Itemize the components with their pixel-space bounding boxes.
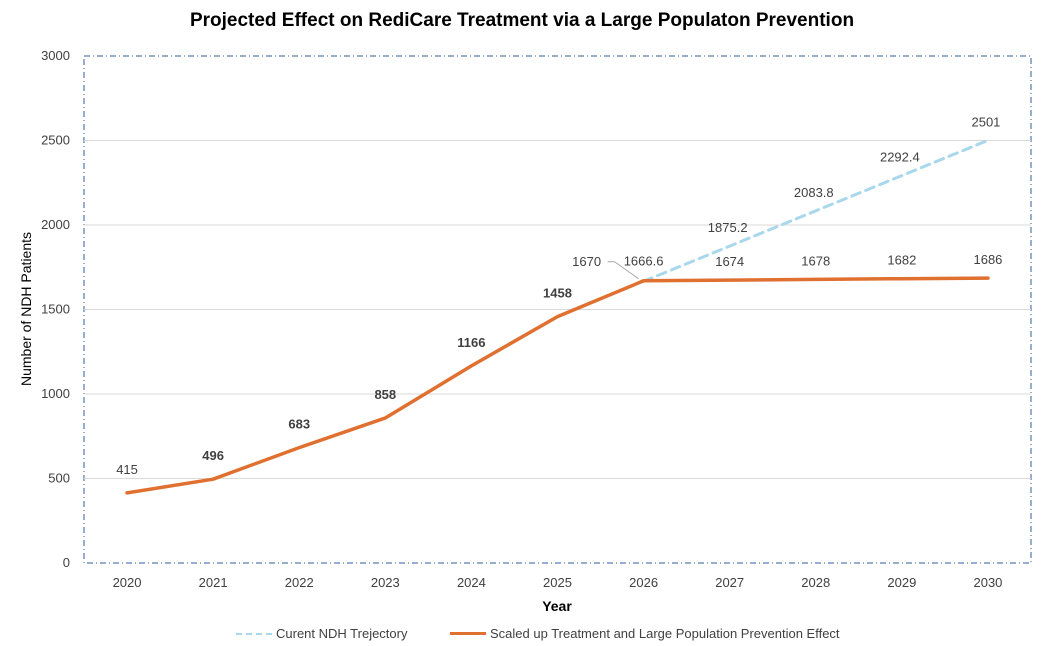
y-axis-title: Number of NDH Patients (18, 232, 34, 386)
data-label: 683 (288, 417, 310, 432)
x-tick-label: 2020 (113, 575, 142, 590)
x-tick-label: 2021 (199, 575, 228, 590)
x-tick-label: 2026 (629, 575, 658, 590)
y-tick-label: 500 (48, 471, 70, 486)
x-axis-ticks: 2020 2021 2022 2023 2024 2025 2026 2027 2028 2029… (113, 575, 1003, 590)
data-label: 1166 (457, 335, 485, 350)
leader-line (607, 261, 639, 280)
x-tick-label: 2023 (371, 575, 400, 590)
y-tick-label: 1500 (41, 302, 70, 317)
data-label: 1458 (543, 286, 572, 301)
legend-swatch-solid (450, 632, 486, 635)
x-tick-label: 2027 (715, 575, 744, 590)
x-tick-label: 2022 (285, 575, 314, 590)
legend: Curent NDH Trejectory Scaled up Treatmen… (0, 626, 1050, 644)
data-label: 2501 (971, 114, 1000, 129)
x-tick-label: 2025 (543, 575, 572, 590)
y-tick-label: 1000 (41, 386, 70, 401)
data-labels: 415 496 683 858 1166 1458 1670 1674 1678 1682 1686… (116, 114, 1002, 477)
data-label: 415 (116, 462, 138, 477)
x-axis-title: Year (542, 598, 572, 614)
data-label: 1674 (715, 254, 744, 269)
data-label: 1666.6 (624, 253, 664, 268)
y-tick-label: 0 (63, 555, 70, 570)
data-label: 1670 (572, 254, 601, 269)
data-label: 1678 (801, 253, 830, 268)
chart-title: Projected Effect on RediCare Treatment v… (189, 10, 855, 31)
x-tick-label: 2024 (457, 575, 486, 590)
series-line-0 (642, 138, 990, 283)
x-tick-label: 2029 (887, 575, 916, 590)
series-layer (125, 138, 990, 495)
series-line-1 (125, 276, 990, 495)
data-label: 1875.2 (708, 220, 748, 235)
data-label: 1686 (973, 252, 1002, 267)
data-label: 1682 (887, 253, 916, 268)
x-tick-label: 2030 (973, 575, 1002, 590)
gridlines (84, 140, 1031, 479)
x-tick-label: 2028 (801, 575, 830, 590)
y-tick-label: 2500 (41, 133, 70, 148)
legend-item-scaled-treatment: Scaled up Treatment and Large Population… (450, 626, 840, 641)
legend-label: Scaled up Treatment and Large Population… (490, 626, 840, 641)
legend-swatch-dashed (236, 632, 272, 635)
data-label: 496 (202, 448, 224, 463)
legend-item-current-trajectory: Curent NDH Trejectory (236, 626, 407, 641)
legend-label: Curent NDH Trejectory (276, 626, 408, 641)
data-label: 2292.4 (880, 150, 920, 165)
data-label: 2083.8 (794, 185, 834, 200)
data-label: 858 (374, 387, 396, 402)
y-axis-ticks: 0 500 1000 1500 2000 2500 3000 (41, 48, 70, 570)
y-tick-label: 3000 (41, 48, 70, 63)
y-tick-label: 2000 (41, 217, 70, 232)
